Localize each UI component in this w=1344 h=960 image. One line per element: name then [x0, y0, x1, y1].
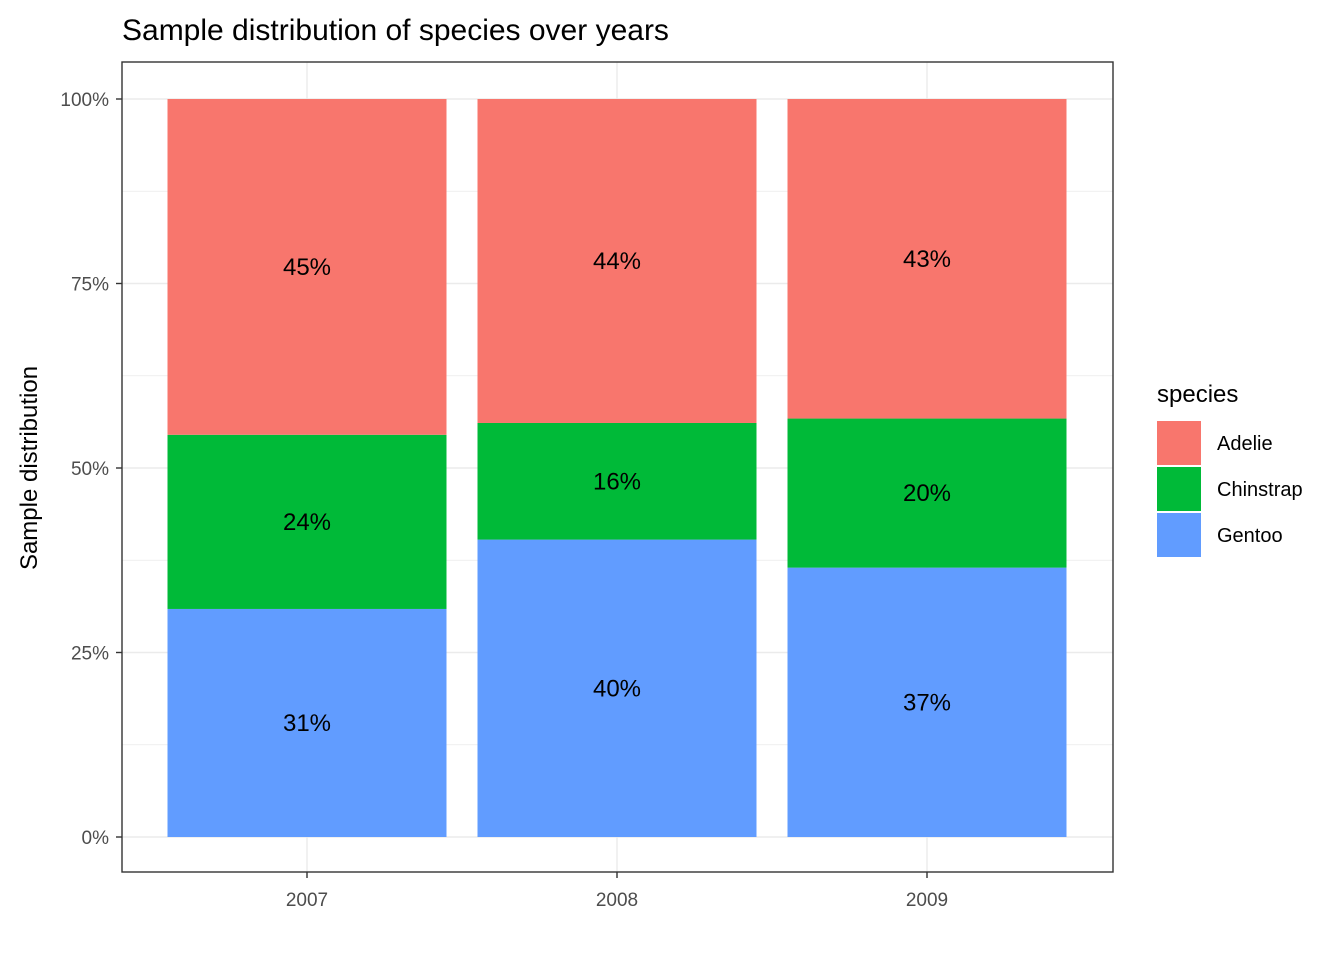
- x-tick-label: 2007: [286, 890, 328, 911]
- legend-label-chinstrap: Chinstrap: [1217, 479, 1303, 501]
- bar-gentoo-2009: [787, 567, 1067, 837]
- legend-label-gentoo: Gentoo: [1217, 525, 1283, 547]
- y-axis-label: Sample distribution: [16, 366, 43, 570]
- data-label-adelie-2009: 43%: [903, 246, 951, 273]
- y-tick-label: 0%: [82, 828, 110, 849]
- data-label-chinstrap-2007: 24%: [283, 509, 331, 536]
- data-label-gentoo-2009: 37%: [903, 689, 951, 716]
- bar-gentoo-2007: [167, 608, 447, 837]
- bar-chinstrap-2008: [477, 422, 757, 540]
- y-tick-label: 25%: [71, 644, 109, 665]
- x-tick-label: 2009: [906, 890, 948, 911]
- legend-title: species: [1157, 381, 1238, 408]
- data-labels: 31% 24% 45% 40% 16% 44% 37% 20% 43%: [283, 246, 951, 737]
- bar-adelie-2007: [167, 99, 447, 435]
- y-tick-label: 100%: [60, 90, 109, 111]
- axes: 0% 25% 50% 75% 100% 2007 2008 2009: [60, 90, 948, 911]
- data-label-adelie-2008: 44%: [593, 248, 641, 275]
- bar-gentoo-2008: [477, 539, 757, 837]
- data-label-gentoo-2008: 40%: [593, 675, 641, 702]
- bar-chinstrap-2009: [787, 418, 1067, 568]
- bar-chinstrap-2007: [167, 434, 447, 609]
- x-tick-label: 2008: [596, 890, 638, 911]
- legend-key-chinstrap: [1157, 467, 1201, 511]
- bar-adelie-2009: [787, 99, 1067, 419]
- bar-adelie-2008: [477, 99, 757, 423]
- bars: [167, 99, 1067, 837]
- data-label-chinstrap-2008: 16%: [593, 468, 641, 495]
- data-label-adelie-2007: 45%: [283, 254, 331, 281]
- data-label-gentoo-2007: 31%: [283, 710, 331, 737]
- legend-key-adelie: [1157, 421, 1201, 465]
- data-label-chinstrap-2009: 20%: [903, 480, 951, 507]
- legend-key-gentoo: [1157, 513, 1201, 557]
- y-tick-label: 75%: [71, 275, 109, 296]
- chart-title: Sample distribution of species over year…: [122, 14, 669, 47]
- legend-label-adelie: Adelie: [1217, 433, 1273, 455]
- y-tick-label: 50%: [71, 459, 109, 480]
- legend: species Adelie Chinstrap Gentoo: [1157, 381, 1303, 557]
